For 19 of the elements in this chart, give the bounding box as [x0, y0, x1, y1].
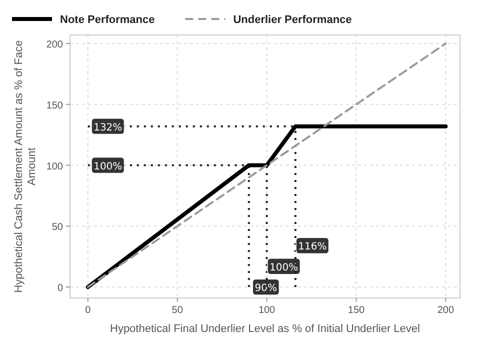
y-axis-title: Hypothetical Cash Settlement Amount as % of Face Amount — [13, 40, 38, 293]
y-tick-label: 200 — [46, 40, 64, 51]
x-tick-label: 100 — [258, 305, 276, 316]
x-tick-label: 0 — [85, 305, 92, 316]
y-tick-label: 150 — [46, 100, 64, 112]
ref-line-label: 132% — [94, 122, 122, 134]
ref-line-label: 116% — [298, 242, 327, 253]
y-tick-label: 0 — [57, 283, 64, 294]
legend-label: Note Performance — [60, 14, 155, 26]
x-axis-title: Hypothetical Final Underlier Level as % of Initial Underlier Level — [110, 323, 420, 335]
ref-line-label: 90% — [254, 283, 278, 294]
y-tick-label: 100 — [46, 161, 64, 172]
ref-line-label: 100% — [269, 262, 298, 274]
x-tick-label: 150 — [348, 305, 366, 316]
legend-label: Underlier Performance — [233, 14, 352, 26]
ref-line-label: 100% — [94, 161, 122, 172]
y-tick-label: 50 — [52, 222, 64, 234]
x-tick-label: 50 — [172, 305, 184, 316]
x-tick-label: 200 — [437, 305, 454, 316]
